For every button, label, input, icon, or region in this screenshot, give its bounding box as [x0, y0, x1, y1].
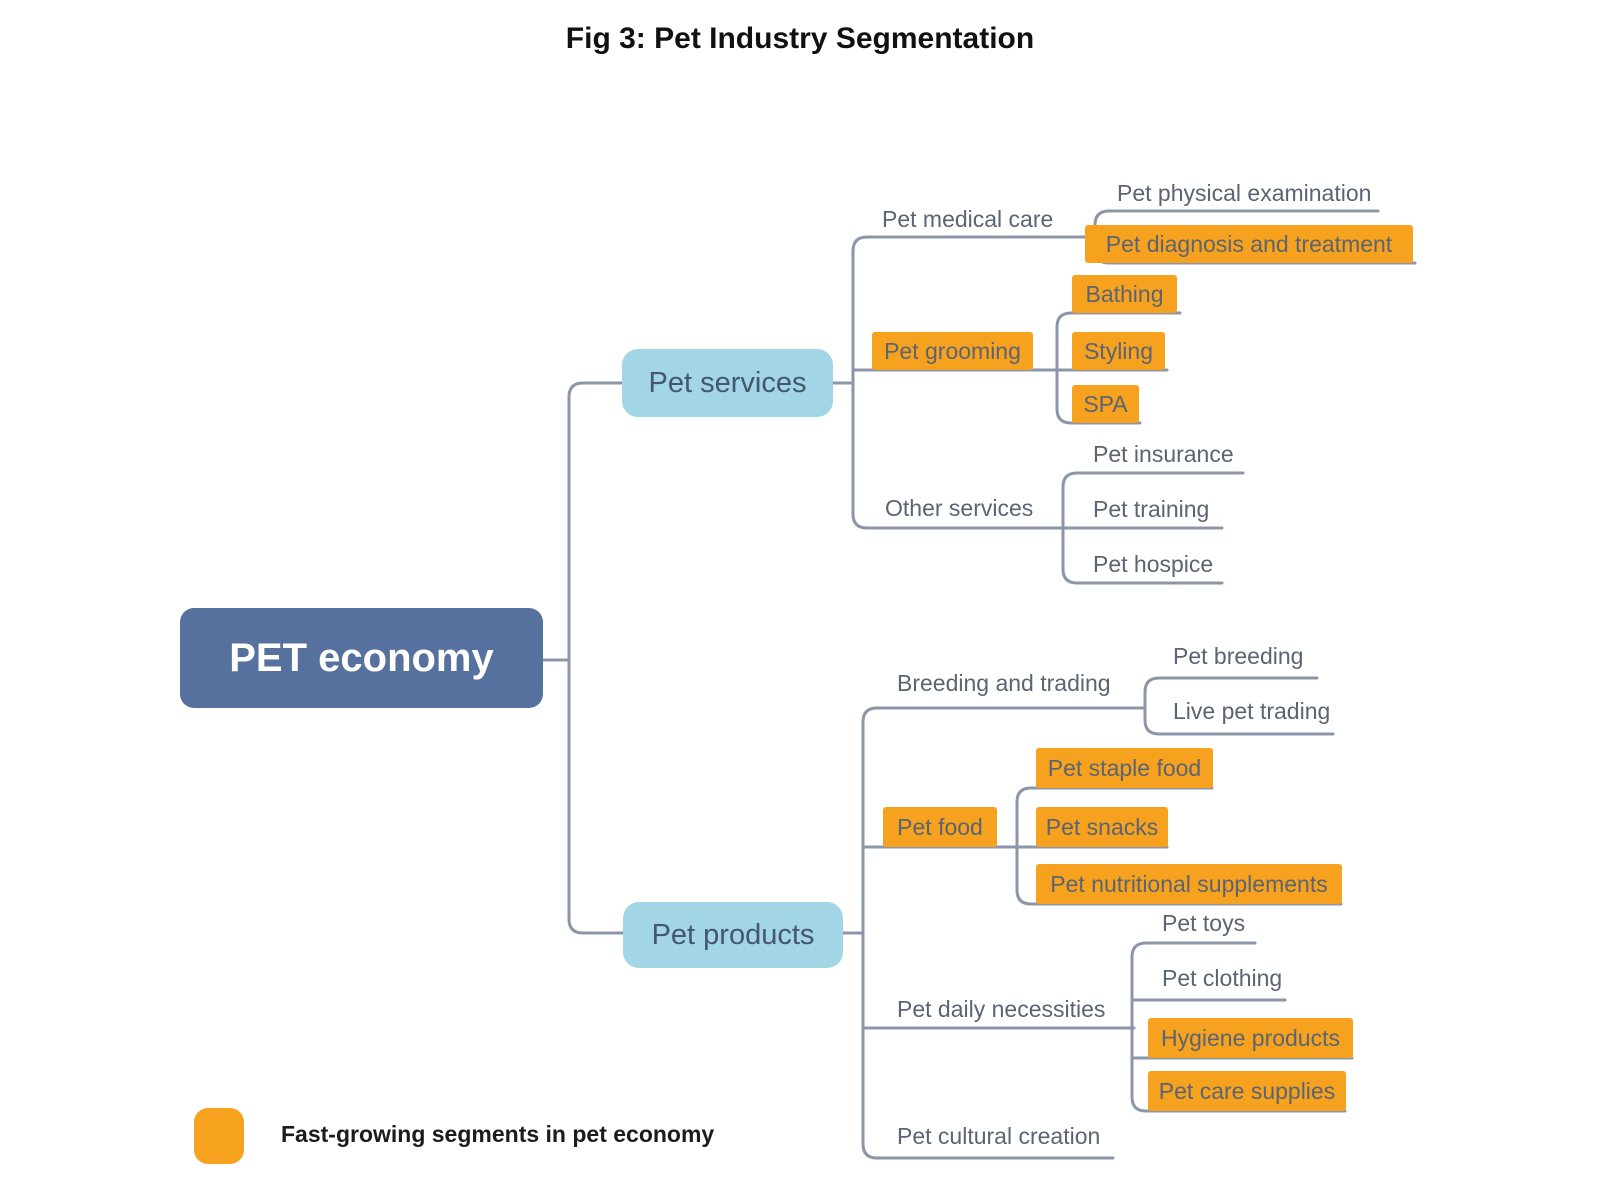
- connector-grooming-children: [1055, 311, 1182, 425]
- connector-services-trunk: [831, 235, 1097, 530]
- node-pet-products: Pet products: [623, 902, 843, 968]
- connector-daily-children: [1130, 941, 1354, 1113]
- node-pet-snacks: Pet snacks: [1036, 807, 1168, 847]
- node-live-pet-trading: Live pet trading: [1173, 698, 1331, 724]
- node-pet-staple-food: Pet staple food: [1036, 748, 1213, 788]
- connector-products-trunk: [841, 706, 1145, 1160]
- node-pet-nutritional-supplements: Pet nutritional supplements: [1036, 864, 1342, 904]
- node-pet-food: Pet food: [883, 807, 997, 847]
- node-pet-cultural-creation: Pet cultural creation: [897, 1123, 1101, 1149]
- node-pet-breeding: Pet breeding: [1173, 643, 1304, 669]
- node-other-services: Other services: [885, 495, 1034, 521]
- figure-title: Fig 3: Pet Industry Segmentation: [565, 22, 1035, 55]
- node-pet-diagnosis-and-treatment: Pet diagnosis and treatment: [1085, 225, 1413, 263]
- node-pet-training: Pet training: [1093, 496, 1210, 522]
- node-hygiene-products: Hygiene products: [1148, 1018, 1353, 1058]
- node-breeding-and-trading: Breeding and trading: [897, 670, 1111, 696]
- node-pet-insurance: Pet insurance: [1093, 441, 1234, 467]
- node-pet-medical-care: Pet medical care: [882, 206, 1054, 232]
- node-pet-economy: PET economy: [180, 608, 543, 708]
- node-pet-grooming: Pet grooming: [872, 332, 1033, 370]
- connector-breeding-children: [1143, 676, 1335, 736]
- node-styling: Styling: [1072, 332, 1165, 370]
- connector-root-trunk: [541, 381, 625, 935]
- node-pet-toys: Pet toys: [1162, 910, 1246, 936]
- node-pet-clothing: Pet clothing: [1162, 965, 1283, 991]
- node-pet-daily-necessities: Pet daily necessities: [897, 996, 1106, 1022]
- node-bathing: Bathing: [1072, 275, 1177, 313]
- node-pet-hospice: Pet hospice: [1093, 551, 1214, 577]
- legend-highlight-swatch: [194, 1108, 244, 1164]
- node-spa: SPA: [1072, 385, 1139, 423]
- legend-label: Fast-growing segments in pet economy: [281, 1121, 715, 1147]
- node-pet-physical-examination: Pet physical examination: [1117, 180, 1372, 206]
- connector-other-services-children: [1061, 471, 1245, 585]
- node-pet-care-supplies: Pet care supplies: [1148, 1071, 1346, 1111]
- connector-food-children: [1015, 786, 1343, 906]
- node-pet-services: Pet services: [622, 349, 833, 417]
